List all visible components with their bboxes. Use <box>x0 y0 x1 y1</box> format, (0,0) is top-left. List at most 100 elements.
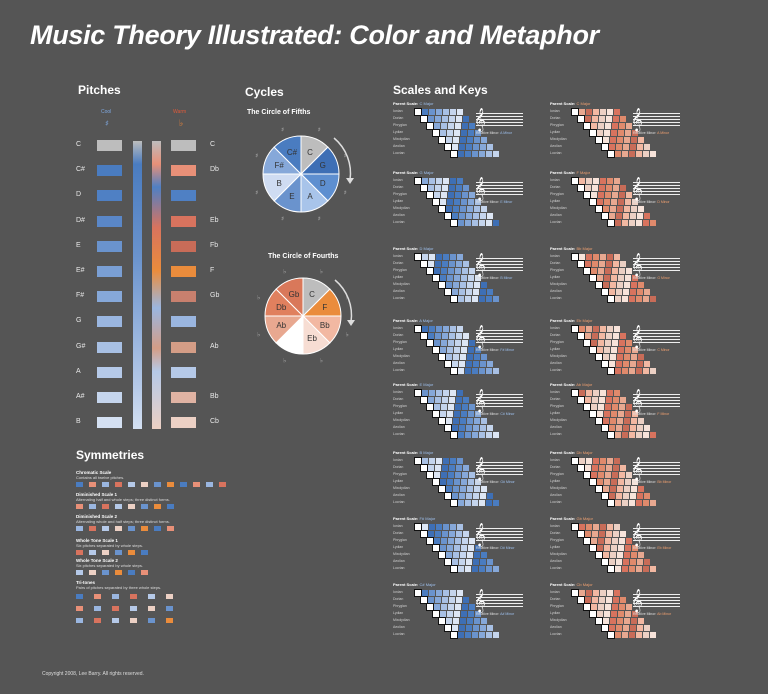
scale-cell <box>481 618 487 624</box>
scale-cell <box>604 199 610 205</box>
scale-cell <box>599 397 605 403</box>
scale-cell <box>571 253 579 261</box>
relative-minor: Relative Minor: F Minor <box>633 412 669 416</box>
mode-cells <box>450 631 499 639</box>
sharp-icon: ♯ <box>105 119 109 128</box>
scale-cell <box>450 631 458 639</box>
scale-cell <box>616 361 622 367</box>
pitch-label-right: Ab <box>210 342 219 350</box>
panel-title: Parent Scale: F# Major <box>393 516 435 521</box>
scale-cell <box>444 143 452 151</box>
scale-cell <box>465 220 471 226</box>
scale-cell <box>457 109 463 115</box>
sharp-icon: ♯ <box>281 127 284 134</box>
tritone-square <box>166 606 173 611</box>
mode-label: Phrygian <box>393 404 407 408</box>
scale-cell <box>643 566 649 572</box>
scale-cell <box>461 275 467 281</box>
panel-title: Parent Scale: G Major <box>393 170 434 175</box>
mode-label: Dorian <box>550 333 561 337</box>
panel-title: Parent Scale: Db Major <box>550 450 593 455</box>
scale-cell <box>610 552 616 558</box>
scale-cell <box>467 354 473 360</box>
parent-scale-value: Ab Major <box>576 382 593 387</box>
scale-cell <box>450 524 456 530</box>
mode-label: Locrian <box>550 566 562 570</box>
scale-panel: Parent Scale: G Major Ionian Dorian Phrygia… <box>393 170 585 230</box>
scale-panel: Parent Scale: E Major Ionian Dorian Phrygia… <box>393 382 585 442</box>
scale-cell <box>448 538 454 544</box>
panel-title: Parent Scale: A Major <box>393 318 433 323</box>
scale-cell <box>637 559 643 565</box>
relative-minor-label: Relative Minor: <box>476 412 500 416</box>
mode-cells <box>583 122 632 130</box>
pitch-swatch-cool <box>97 266 122 277</box>
scale-cell <box>631 282 637 288</box>
scale-cell <box>591 268 597 274</box>
symmetry-desc: Alternating whole and half steps; three … <box>76 519 170 524</box>
scale-cell <box>452 425 458 431</box>
mode-cells <box>426 403 475 411</box>
scale-cell <box>487 493 493 499</box>
scale-cell <box>452 493 458 499</box>
scale-cell <box>614 178 620 184</box>
scale-cell <box>486 368 492 374</box>
scale-cell <box>455 268 461 274</box>
scale-cell <box>607 254 613 260</box>
mode-cells <box>595 551 644 559</box>
pitch-square <box>128 570 135 575</box>
scale-cell <box>420 184 428 192</box>
scale-cell <box>604 275 610 281</box>
scale-cell <box>474 137 480 143</box>
scale-cell <box>438 136 446 144</box>
scale-cell <box>600 254 606 260</box>
scale-cell <box>620 116 626 122</box>
scale-cell <box>583 471 591 479</box>
mode-cells <box>444 492 493 500</box>
scale-cell <box>458 632 464 638</box>
mode-label: Ionian <box>393 590 403 594</box>
scale-cell <box>454 275 460 281</box>
scale-cell <box>612 538 618 544</box>
scale-cell <box>604 347 610 353</box>
mode-cells <box>589 198 638 206</box>
scale-cell <box>579 326 585 332</box>
scale-cell <box>414 589 422 597</box>
scale-panel: Parent Scale: C Major Ionian Dorian Phrygia… <box>550 101 742 161</box>
scale-cell <box>428 531 434 537</box>
pitch-square <box>89 550 96 555</box>
scale-cell <box>442 333 448 339</box>
scale-cell <box>457 326 463 332</box>
mode-label: Dorian <box>393 397 404 401</box>
scale-cell <box>463 261 469 267</box>
scale-cell <box>631 486 637 492</box>
scale-cell <box>426 537 434 545</box>
scale-cell <box>465 151 471 157</box>
scale-cell <box>458 296 464 302</box>
mode-label: Lydian <box>393 130 404 134</box>
scale-cell <box>432 478 440 486</box>
scale-cell <box>585 465 591 471</box>
scale-cell <box>650 500 656 506</box>
scale-cell <box>438 281 446 289</box>
scale-cell <box>469 472 475 478</box>
scale-cell <box>604 130 610 136</box>
mode-label: Ionian <box>393 524 403 528</box>
mode-label: Locrian <box>393 368 405 372</box>
pitch-swatch-warm <box>171 215 196 227</box>
scale-cell <box>493 632 499 638</box>
scale-cell <box>629 151 635 157</box>
scale-cell <box>459 144 465 150</box>
scale-cell <box>598 472 604 478</box>
scale-cell <box>632 130 638 136</box>
mode-cells <box>595 353 644 361</box>
scale-cell <box>460 137 466 143</box>
scale-cell <box>598 123 604 129</box>
scale-cell <box>472 151 478 157</box>
scale-cell <box>466 559 472 565</box>
pitch-square <box>89 482 96 487</box>
scale-cell <box>615 432 621 438</box>
scale-cell <box>623 361 629 367</box>
scale-cell <box>609 289 615 295</box>
mode-label: Mixolydian <box>393 282 410 286</box>
